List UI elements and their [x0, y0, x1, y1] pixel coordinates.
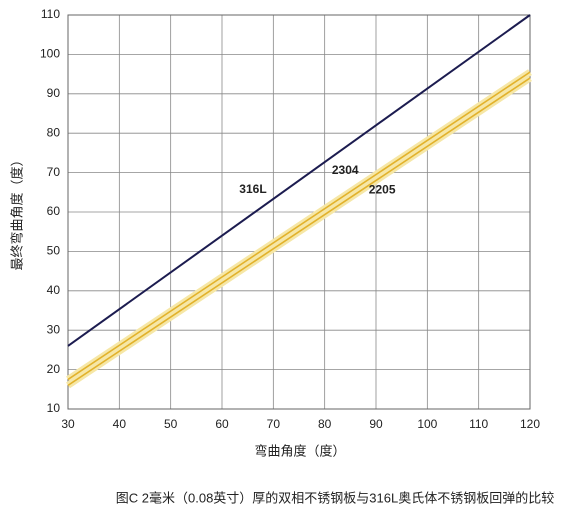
y-tick-label: 110	[41, 7, 60, 21]
line	[67, 77, 531, 387]
x-tick-label: 30	[61, 417, 75, 431]
y-tick-label: 20	[47, 362, 61, 376]
x-tick-label: 80	[318, 417, 332, 431]
y-tick-label: 90	[47, 86, 61, 100]
caption: 图C 2毫米（0.08英寸）厚的双相不锈钢板与316L奥氏体不锈钢板回弹的比较	[116, 490, 554, 505]
y-tick-label: 60	[47, 204, 61, 218]
x-tick-label: 40	[113, 417, 127, 431]
x-tick-label: 110	[469, 417, 488, 431]
x-tick-label: 50	[164, 417, 178, 431]
y-axis-label: 最终弯曲角度（度）	[9, 153, 24, 270]
y-tick-label: 40	[47, 283, 61, 297]
x-tick-label: 60	[215, 417, 229, 431]
series-label: 316L	[239, 182, 266, 196]
y-tick-label: 10	[47, 401, 61, 415]
series-label: 2304	[332, 163, 359, 177]
y-tick-label: 80	[47, 125, 61, 139]
x-tick-label: 90	[369, 417, 383, 431]
y-tick-label: 70	[47, 165, 61, 179]
plot-frame	[67, 14, 531, 410]
y-tick-label: 30	[47, 322, 61, 336]
line	[67, 71, 531, 381]
line	[67, 14, 531, 347]
series-label: 2205	[369, 183, 396, 197]
y-tick-label: 50	[47, 244, 61, 258]
x-axis-label: 弯曲角度（度）	[254, 443, 345, 458]
x-tick-label: 70	[267, 417, 281, 431]
x-tick-label: 100	[417, 417, 437, 431]
y-tick-label: 100	[40, 47, 60, 61]
x-tick-label: 120	[520, 417, 540, 431]
